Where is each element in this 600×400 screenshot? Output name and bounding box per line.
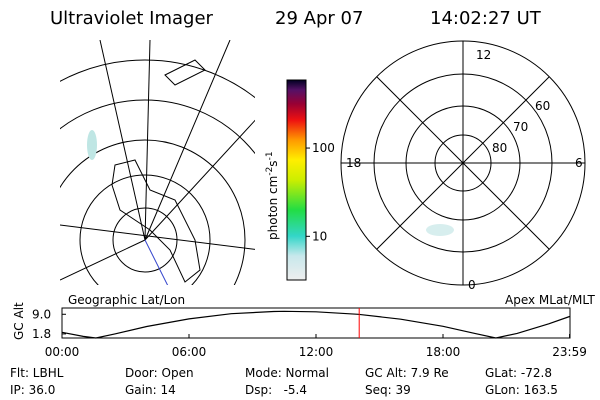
lat-label: 80 [492, 141, 507, 155]
info-field: Gain: 14 [125, 383, 176, 397]
orbit-line [61, 310, 570, 339]
mlt-label: 18 [346, 156, 361, 170]
info-field: Seq: 39 [365, 383, 411, 397]
time: 14:02:27 UT [430, 8, 542, 29]
polar-plot: 12 18 6 0 60 70 80 [340, 40, 586, 292]
x-tick-label: 00:00 [45, 345, 80, 359]
info-field: Door: Open [125, 366, 194, 380]
panel-label: Geographic Lat/Lon [68, 293, 185, 307]
colorbar-tick-label: 10 [312, 229, 327, 243]
x-tick-label: 23:59 [552, 345, 587, 359]
info-field: Mode: Normal [245, 366, 329, 380]
info-panel: Flt: LBHL Door: Open Mode: Normal GC Alt: 7… [10, 366, 558, 397]
y-tick-label: 1.8 [32, 327, 51, 341]
x-tick-label: 12:00 [299, 345, 334, 359]
instrument: Ultraviolet Imager [50, 8, 214, 29]
date: 29 Apr 07 [275, 8, 363, 29]
colorbar-label: photon cm-2s-1 [265, 151, 280, 240]
mlt-label: 6 [575, 156, 583, 170]
info-field: Flt: LBHL [10, 366, 64, 380]
orbit-ylabel: GC Alt [12, 302, 26, 340]
mlt-label: 12 [476, 48, 491, 62]
orbit-frame [61, 307, 571, 339]
panel-label: Apex MLat/MLT [505, 293, 595, 307]
info-field: Dsp: -5.4 [245, 383, 307, 397]
lat-label: 70 [513, 120, 528, 134]
info-field: GC Alt: 7.9 Re [365, 366, 449, 380]
colorbar-tick-label: 100 [312, 141, 335, 155]
info-field: GLon: 163.5 [485, 383, 558, 397]
lat-label: 60 [535, 99, 550, 113]
x-tick-label: 18:00 [426, 345, 461, 359]
x-tick-label: 06:00 [172, 345, 207, 359]
info-field: IP: 36.0 [10, 383, 55, 397]
info-field: GLat: -72.8 [485, 366, 552, 380]
geo-map [60, 40, 255, 285]
mlt-label: 0 [468, 278, 476, 292]
y-tick-label: 9.0 [32, 307, 51, 321]
colorbar [286, 79, 307, 281]
